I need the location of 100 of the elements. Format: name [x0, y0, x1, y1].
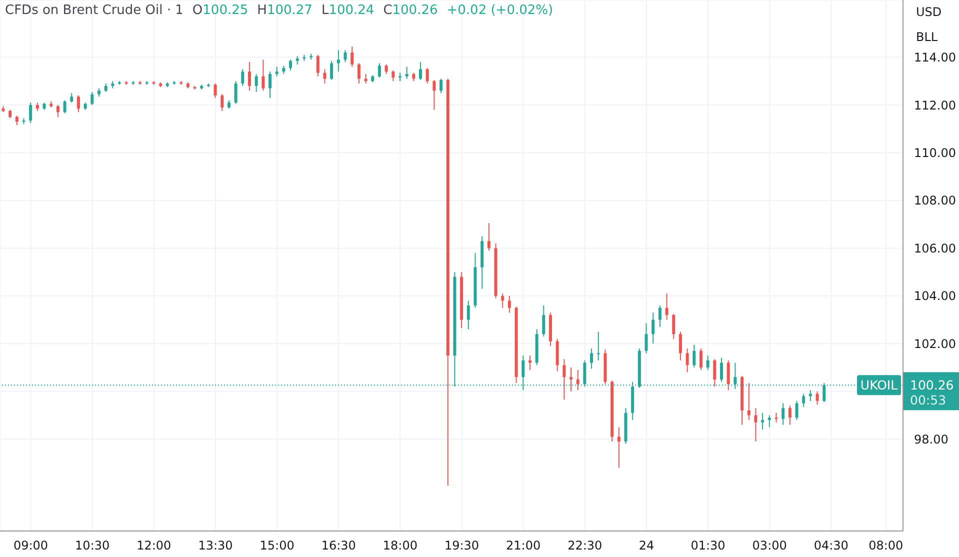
- candlestick: [254, 73, 258, 92]
- y-tick-label: 108.00: [914, 194, 956, 208]
- text: 00:53: [910, 392, 946, 408]
- candlestick: [241, 68, 244, 86]
- candlestick: [672, 313, 676, 340]
- candlestick: [70, 92, 74, 104]
- x-tick-label: 21:00: [506, 538, 541, 553]
- x-tick-label: 10:30: [75, 538, 110, 553]
- candlestick: [90, 91, 94, 106]
- x-tick-label: 08:00: [868, 538, 904, 553]
- candlestick: [466, 300, 470, 330]
- candlestick: [344, 50, 347, 63]
- x-tick-label: 01:30: [690, 538, 726, 553]
- candlestick: [726, 360, 730, 391]
- candlestick: [720, 357, 724, 382]
- candlestick: [528, 355, 532, 370]
- candlestick: [234, 80, 238, 104]
- candlestick: [678, 331, 682, 361]
- candlestick: [562, 358, 566, 400]
- candlestick: [268, 71, 272, 98]
- candlestick: [508, 295, 511, 314]
- text: 100.26: [910, 378, 954, 393]
- candlestick: [432, 79, 436, 110]
- candlestick: [713, 358, 716, 388]
- candlestick: [15, 115, 18, 126]
- text: USD: [916, 5, 942, 19]
- candlestick: [692, 344, 696, 368]
- annotation: O100.25: [192, 3, 248, 18]
- candlestick: [774, 412, 778, 423]
- candlestick: [330, 60, 334, 80]
- candlestick: [782, 402, 785, 426]
- x-tick-label: 04:30: [814, 538, 848, 553]
- candlestick: [761, 412, 764, 430]
- candlestick: [501, 293, 504, 308]
- y-tick-label: 98.00: [914, 432, 948, 446]
- x-tick-label: 19:30: [444, 538, 480, 553]
- candlestick: [788, 405, 792, 426]
- candlestick: [220, 94, 224, 112]
- candlestick: [795, 400, 798, 421]
- x-tick-label: 13:30: [198, 538, 233, 553]
- candlestick: [644, 322, 648, 354]
- x-tick-label: 09:00: [13, 538, 48, 553]
- x-tick-label: 18:00: [382, 538, 418, 553]
- candlestick: [419, 62, 422, 80]
- candlestick: [405, 66, 408, 80]
- candlestick: [816, 390, 819, 406]
- candlestick: [316, 54, 320, 77]
- candlestick: [323, 68, 326, 84]
- candlestick: [590, 348, 594, 370]
- candlestick: [384, 64, 388, 74]
- text: BLL: [916, 30, 938, 44]
- x-tick-label: 12:00: [136, 538, 172, 553]
- annotation: +0.02 (+0.02%): [446, 3, 554, 18]
- candlestick: [542, 304, 546, 337]
- candlestick: [262, 59, 265, 92]
- candlestick: [214, 83, 217, 98]
- candlestick: [56, 104, 60, 118]
- candlestick: [768, 414, 771, 428]
- candlestick: [665, 293, 668, 320]
- candlestick: [275, 66, 278, 77]
- candlestick: [556, 338, 559, 372]
- annotation: C100.26: [383, 3, 438, 18]
- candlestick: [289, 59, 292, 71]
- x-tick-label: 16:30: [321, 538, 356, 553]
- candlestick: [426, 68, 429, 84]
- candlestick: [378, 62, 381, 78]
- candlestick: [706, 355, 710, 370]
- candlestick: [747, 382, 750, 421]
- candlestick: [392, 70, 395, 82]
- chart-title: CFDs on Brent Crude Oil · 1: [5, 3, 184, 18]
- candlestick: [596, 331, 600, 361]
- candlestick: [440, 78, 443, 94]
- candlestick: [652, 312, 655, 344]
- annotation: H100.27: [257, 3, 312, 18]
- y-tick-label: 112.00: [914, 98, 956, 112]
- annotation: L100.24: [321, 3, 374, 18]
- candlestick: [686, 348, 689, 373]
- y-tick-label: 106.00: [914, 241, 956, 256]
- y-tick-label: 110.00: [914, 146, 956, 160]
- candlestick: [336, 50, 340, 72]
- ref-line-label: UKOIL: [860, 378, 898, 393]
- y-tick-label: 104.00: [914, 289, 956, 304]
- x-tick-label: 03:00: [752, 538, 787, 553]
- candlestick: [487, 222, 490, 252]
- candlestick: [754, 408, 758, 442]
- candlestick: [357, 62, 360, 84]
- candlestick: [617, 426, 620, 468]
- y-tick-label: 102.00: [914, 336, 956, 351]
- candlestick: [570, 367, 573, 392]
- candlestick: [63, 100, 66, 114]
- candlestick: [658, 304, 662, 328]
- candlestick: [29, 102, 32, 124]
- candlestick: [802, 393, 806, 408]
- candlestick: [699, 348, 702, 370]
- x-tick-label: 22:30: [568, 538, 602, 553]
- y-tick-label: 114.00: [914, 50, 956, 65]
- x-tick-label: 15:00: [260, 538, 294, 553]
- candlestick: [248, 62, 251, 92]
- x-tick-label: 24: [638, 538, 654, 553]
- candlestick: [350, 46, 354, 68]
